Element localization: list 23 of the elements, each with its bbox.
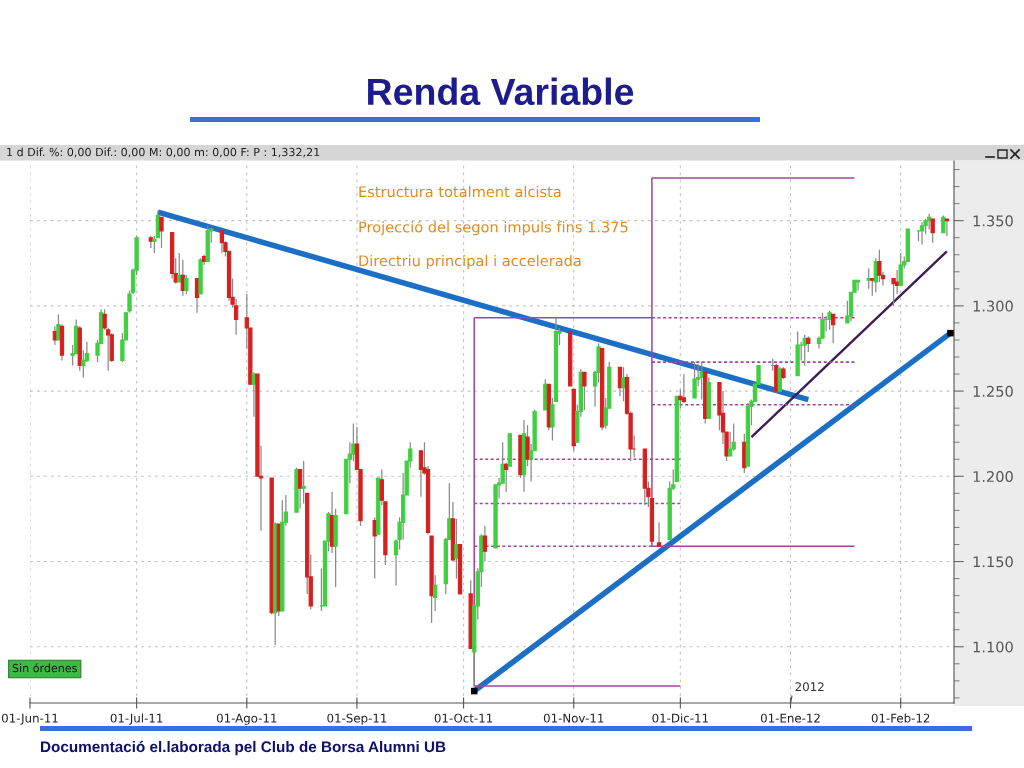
x-tick-label: 01-Ene-12 xyxy=(760,713,820,723)
y-tick-label: 1.200 xyxy=(973,471,1013,483)
x-tick-label: 01-Jun-11 xyxy=(1,713,58,725)
x-tick-label: 01-Sep-11 xyxy=(327,713,387,725)
x-tick-label: 01-Oct-11 xyxy=(434,713,493,723)
y-tick-label: 1.350 xyxy=(973,215,1013,227)
x-tick-label: 01-Jul-11 xyxy=(110,713,163,725)
text: 1 d Dif. %: 0,00 Dif.: 0,00 M: 0,00 m: 0,00 F: P : 1,332,21 xyxy=(7,147,320,158)
y-tick-label: 1.100 xyxy=(973,641,1013,653)
y-tick-label: 1.300 xyxy=(973,300,1013,312)
y-tick-label: 1.250 xyxy=(973,385,1013,397)
annotation: Estructura totalment alcista xyxy=(359,185,561,198)
annotation: Sin órdenes xyxy=(12,663,77,673)
text: Documentació el.laborada pel Club de Borsa Alumni UB xyxy=(41,740,446,756)
annotation: 2012 xyxy=(795,682,824,692)
x-tick-label: 01-Feb-12 xyxy=(871,713,930,723)
x-tick-label: 01-Dic-11 xyxy=(652,713,708,723)
annotation: Directriu principal i accelerada xyxy=(359,254,581,270)
x-tick-label: 01-Nov-11 xyxy=(543,713,604,723)
y-tick-label: 1.150 xyxy=(973,556,1013,568)
annotation: Projecció del segon impuls fins 1.375 xyxy=(359,220,628,236)
x-tick-label: 01-Ago-11 xyxy=(216,713,277,725)
chart-title: Renda Variable xyxy=(368,77,634,106)
